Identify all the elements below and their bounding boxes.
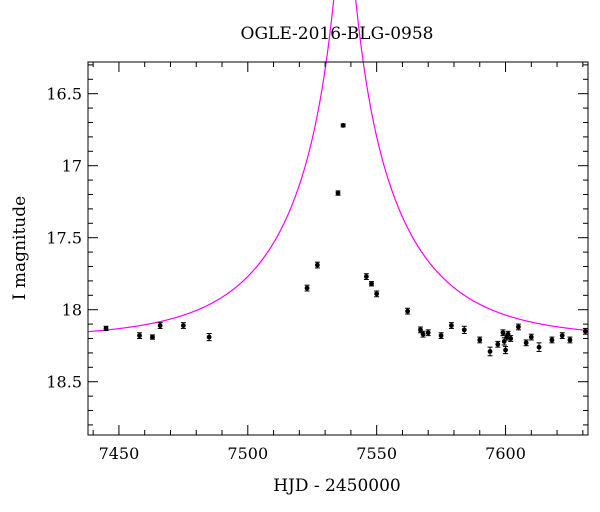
- data-point: [549, 336, 555, 344]
- data-point: [340, 122, 346, 128]
- data-point-marker: [374, 291, 380, 297]
- data-point: [487, 346, 493, 357]
- data-point-marker: [461, 327, 467, 333]
- data-point-marker: [180, 323, 186, 328]
- model-curve-layer: [87, 0, 589, 333]
- data-point: [477, 336, 483, 344]
- data-point: [503, 345, 509, 355]
- data-point-marker: [477, 337, 483, 343]
- data-point: [523, 339, 529, 347]
- data-point: [425, 329, 431, 337]
- plot-frame: [87, 61, 589, 436]
- data-point: [448, 322, 454, 329]
- data-point: [438, 332, 444, 340]
- data-point-marker: [549, 337, 555, 343]
- data-point: [559, 332, 565, 340]
- data-point-marker: [103, 326, 109, 331]
- data-point-marker: [363, 274, 369, 279]
- data-point-marker: [516, 324, 521, 330]
- data-point-marker: [425, 330, 431, 336]
- data-point-marker: [137, 333, 142, 339]
- data-point: [420, 330, 426, 338]
- data-point: [567, 336, 573, 344]
- data-point-marker: [369, 281, 374, 287]
- data-point-marker: [420, 331, 426, 337]
- x-tick-label: 7600: [485, 444, 526, 463]
- x-tick-label: 7500: [227, 444, 268, 463]
- data-point-marker: [405, 308, 410, 314]
- y-tick-label: 17.5: [46, 229, 82, 248]
- data-point: [536, 342, 542, 352]
- data-point: [495, 340, 501, 348]
- y-tick-label: 18: [62, 301, 82, 320]
- data-point-marker: [528, 334, 534, 340]
- y-tick-label: 18.5: [46, 373, 82, 392]
- data-point-marker: [314, 262, 320, 268]
- data-point-marker: [150, 334, 155, 340]
- data-point-marker: [503, 347, 508, 353]
- y-tick-label: 16.5: [46, 85, 82, 104]
- y-tick-label: 17: [62, 157, 82, 176]
- data-point: [417, 326, 423, 334]
- data-point: [363, 273, 369, 280]
- model-curve: [87, 0, 589, 333]
- data-points-layer: [103, 122, 588, 357]
- data-point-marker: [559, 333, 565, 339]
- data-point: [369, 281, 375, 287]
- data-point: [508, 335, 514, 342]
- data-point-marker: [335, 190, 341, 196]
- data-point-marker: [449, 323, 454, 328]
- data-point: [149, 334, 155, 340]
- data-point: [206, 332, 212, 342]
- data-point-marker: [536, 344, 542, 350]
- data-point-marker: [500, 330, 506, 336]
- x-tick-label: 7550: [356, 444, 397, 463]
- data-point: [528, 333, 534, 341]
- data-point-marker: [583, 328, 588, 334]
- chart-title: OGLE-2016-BLG-0958: [241, 24, 434, 44]
- data-point-marker: [523, 340, 529, 346]
- data-point-marker: [157, 323, 163, 328]
- x-axis-label: HJD - 2450000: [273, 476, 401, 496]
- data-point: [582, 327, 588, 335]
- ticks-layer: 7450 7500 7550 7600 16.5 17 17.5 18 18.5: [46, 62, 588, 463]
- y-axis-label: I magnitude: [10, 196, 30, 300]
- data-point: [157, 322, 163, 329]
- data-point-marker: [438, 333, 444, 339]
- data-point: [500, 329, 506, 337]
- data-point: [180, 322, 186, 329]
- data-point-marker: [495, 341, 501, 347]
- data-point: [374, 290, 380, 298]
- data-point: [335, 190, 341, 196]
- data-point-marker: [567, 337, 573, 343]
- x-tick-label: 7450: [99, 444, 140, 463]
- data-point: [405, 307, 411, 315]
- data-point: [103, 325, 109, 332]
- data-point: [515, 323, 521, 331]
- data-point: [137, 332, 143, 340]
- data-point-marker: [304, 285, 310, 291]
- data-point-marker: [206, 334, 212, 340]
- data-point-marker: [508, 336, 514, 341]
- data-point: [304, 284, 310, 292]
- data-point: [314, 261, 320, 269]
- data-point-marker: [487, 349, 493, 354]
- data-point-marker: [340, 122, 346, 128]
- data-point: [461, 325, 467, 334]
